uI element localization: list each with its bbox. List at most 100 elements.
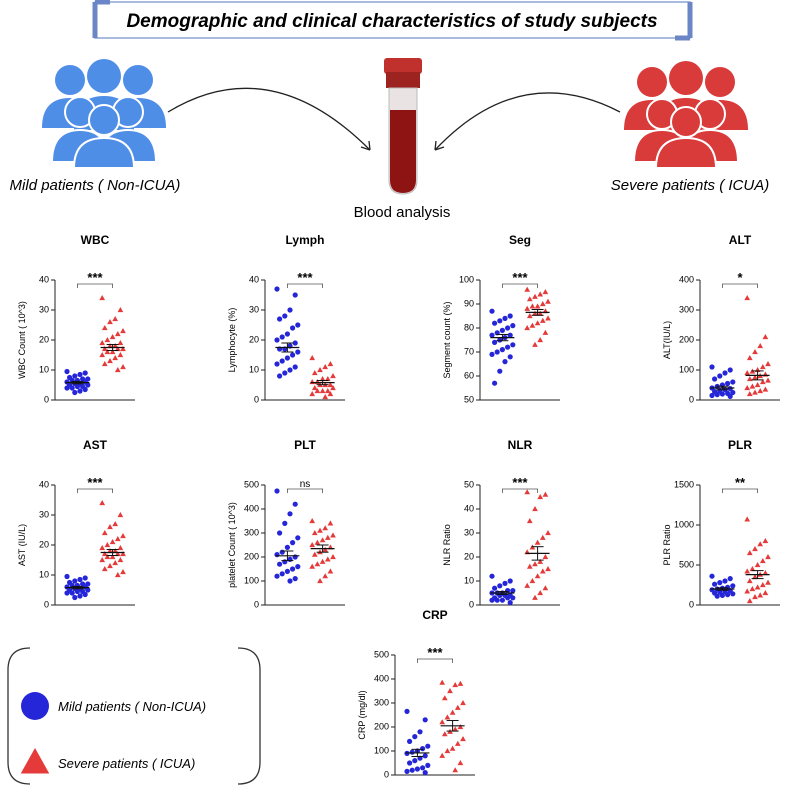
y-tick-label: 10 bbox=[249, 364, 259, 374]
y-tick-label: 30 bbox=[39, 509, 49, 519]
data-point bbox=[114, 346, 121, 352]
y-tick-label: 30 bbox=[464, 527, 474, 537]
data-point bbox=[457, 760, 464, 766]
data-point bbox=[120, 551, 126, 557]
data-point bbox=[489, 573, 495, 579]
data-point bbox=[274, 552, 280, 558]
y-tick-label: 0 bbox=[254, 394, 259, 404]
data-point bbox=[510, 595, 516, 601]
data-point bbox=[292, 576, 298, 582]
data-point bbox=[507, 578, 513, 584]
data-point bbox=[327, 361, 334, 367]
data-point bbox=[277, 373, 283, 379]
data-point bbox=[499, 347, 505, 353]
data-point bbox=[532, 594, 538, 600]
y-tick-label: 10 bbox=[464, 575, 474, 585]
data-point bbox=[322, 364, 329, 370]
data-point bbox=[727, 367, 733, 373]
data-point bbox=[759, 582, 766, 588]
data-point bbox=[287, 307, 293, 313]
y-tick-label: 10 bbox=[39, 364, 49, 374]
chart-title: Lymph bbox=[286, 233, 325, 247]
severe-label: Severe patients ( ICUA) bbox=[611, 177, 769, 194]
data-point bbox=[505, 325, 511, 331]
data-point bbox=[327, 382, 334, 388]
data-point bbox=[279, 358, 285, 364]
data-point bbox=[454, 740, 461, 746]
y-tick-label: 80 bbox=[464, 322, 474, 332]
significance-label: *** bbox=[87, 475, 103, 490]
y-tick-label: 100 bbox=[374, 745, 389, 755]
arrows bbox=[167, 87, 621, 151]
y-tick-label: 1500 bbox=[674, 479, 694, 489]
data-point bbox=[420, 746, 426, 752]
data-point bbox=[497, 368, 503, 374]
y-tick-label: 100 bbox=[459, 274, 474, 284]
data-point bbox=[746, 578, 753, 584]
data-point bbox=[492, 320, 498, 326]
data-point bbox=[407, 738, 413, 745]
data-point bbox=[309, 355, 316, 361]
data-point bbox=[444, 748, 451, 754]
data-point bbox=[107, 548, 113, 554]
data-point bbox=[505, 595, 511, 601]
data-point bbox=[420, 765, 426, 771]
data-point bbox=[274, 488, 280, 494]
data-point bbox=[727, 393, 733, 399]
y-tick-label: 60 bbox=[464, 370, 474, 380]
legend-marker bbox=[21, 692, 49, 720]
data-point bbox=[510, 588, 516, 594]
data-point bbox=[489, 597, 495, 603]
data-point bbox=[539, 534, 546, 540]
data-point bbox=[537, 590, 544, 596]
data-point bbox=[507, 354, 513, 360]
data-point bbox=[725, 592, 731, 598]
data-point bbox=[314, 388, 321, 394]
data-point bbox=[492, 380, 498, 386]
y-tick-label: 0 bbox=[689, 599, 694, 609]
data-point bbox=[414, 766, 420, 772]
y-tick-label: 20 bbox=[39, 334, 49, 344]
y-tick-label: 300 bbox=[679, 304, 694, 314]
data-point bbox=[107, 319, 113, 325]
data-point bbox=[120, 328, 126, 334]
data-point bbox=[719, 592, 726, 599]
significance-bracket bbox=[417, 658, 453, 663]
y-axis-label: AST (IU/L) bbox=[17, 524, 27, 566]
data-point bbox=[765, 377, 771, 383]
data-point bbox=[295, 564, 301, 570]
data-point bbox=[117, 545, 124, 551]
data-point bbox=[311, 530, 318, 536]
data-point bbox=[324, 388, 331, 394]
data-point bbox=[104, 542, 111, 548]
data-point bbox=[752, 594, 758, 600]
y-axis-label: platelet Count ( 10^3) bbox=[227, 502, 237, 588]
data-point bbox=[727, 576, 733, 582]
y-tick-label: 10 bbox=[39, 569, 49, 579]
data-point bbox=[109, 554, 116, 560]
data-point bbox=[762, 386, 769, 392]
data-point bbox=[730, 379, 736, 385]
data-point bbox=[725, 380, 731, 387]
data-point bbox=[99, 557, 106, 563]
chart-title: NLR bbox=[508, 438, 533, 452]
data-point bbox=[494, 349, 500, 355]
data-point bbox=[447, 688, 453, 694]
data-point bbox=[502, 315, 508, 321]
data-point bbox=[274, 573, 280, 579]
significance-bracket bbox=[502, 488, 538, 493]
data-point bbox=[112, 343, 119, 349]
data-point bbox=[77, 388, 83, 394]
significance-label: *** bbox=[87, 270, 103, 285]
data-point bbox=[295, 535, 301, 541]
data-point bbox=[542, 491, 549, 497]
data-point bbox=[101, 346, 108, 352]
y-tick-label: 400 bbox=[679, 274, 694, 284]
data-point bbox=[330, 554, 336, 560]
data-point bbox=[539, 568, 546, 574]
data-point bbox=[101, 551, 108, 557]
data-point bbox=[82, 575, 88, 581]
data-point bbox=[107, 343, 113, 349]
data-point bbox=[112, 560, 119, 566]
y-axis-label: NLR Ratio bbox=[442, 524, 452, 566]
